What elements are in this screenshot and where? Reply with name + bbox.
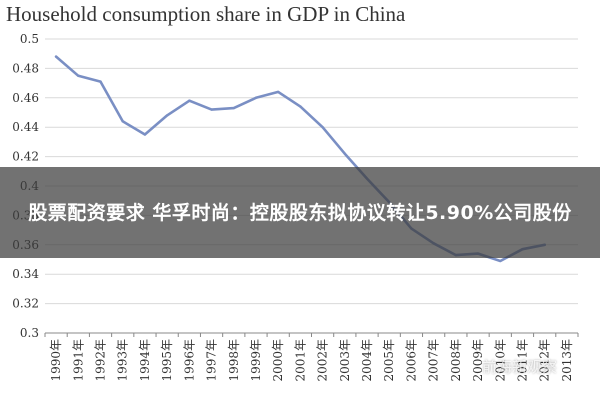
y-tick-label: 0.34 (12, 267, 39, 281)
x-tick-label: 2012年 (538, 339, 552, 382)
data-point (188, 99, 191, 102)
data-point (254, 96, 258, 100)
x-tick-label: 1995年 (160, 339, 174, 382)
x-tick-label: 2005年 (382, 339, 396, 382)
x-tick-label: 1996年 (182, 339, 196, 382)
y-tick-label: 0.3 (20, 326, 39, 340)
data-point (121, 120, 124, 123)
x-tick-label: 1998年 (227, 339, 241, 382)
x-tick-label: 2009年 (471, 339, 485, 382)
data-point (165, 114, 169, 117)
data-point (232, 106, 235, 110)
data-point (77, 74, 80, 77)
x-tick-label: 2010年 (493, 339, 507, 382)
data-point (343, 152, 347, 155)
x-tick-label: 2004年 (360, 339, 374, 382)
data-point (299, 105, 302, 108)
x-tick-label: 1993年 (116, 339, 130, 382)
x-tick-label: 2007年 (427, 339, 441, 382)
headline-banner[interactable]: 股票配资要求 华孚时尚：控股股东拟协议转让5.90%公司股份 (0, 167, 600, 258)
data-point (143, 133, 147, 136)
data-point (321, 126, 324, 129)
x-tick-label: 1991年 (71, 339, 85, 382)
x-tick-label: 2002年 (316, 339, 330, 382)
data-point (499, 259, 502, 263)
x-tick-label: 1992年 (94, 339, 108, 382)
data-point (99, 80, 102, 83)
y-tick-label: 0.32 (12, 297, 39, 311)
data-point (54, 55, 58, 58)
x-tick-label: 2011年 (515, 339, 529, 382)
x-tick-label: 1990年 (49, 339, 63, 382)
x-tick-label: 1999年 (249, 339, 263, 382)
headline-text[interactable]: 股票配资要求 华孚时尚：控股股东拟协议转让5.90%公司股份 (28, 201, 572, 224)
x-tick-label: 2003年 (338, 339, 352, 382)
y-tick-label: 0.5 (20, 32, 39, 46)
y-tick-label: 0.42 (12, 150, 39, 164)
y-tick-label: 0.48 (12, 61, 39, 75)
data-point (210, 108, 213, 111)
x-tick-label: 1997年 (205, 339, 219, 382)
x-tick-label: 2013年 (560, 339, 574, 382)
x-tick-label: 2001年 (293, 339, 307, 382)
x-tick-label: 1994年 (138, 339, 152, 382)
x-tick-label: 2006年 (404, 339, 418, 382)
data-point (276, 90, 280, 94)
y-tick-label: 0.46 (12, 91, 39, 105)
chart-title: Household consumption share in GDP in Ch… (6, 2, 406, 26)
x-tick-label: 2008年 (449, 339, 463, 382)
x-tick-label: 2000年 (271, 339, 285, 382)
watermark: 前海新观察 (482, 358, 558, 376)
y-tick-label: 0.44 (12, 120, 39, 134)
